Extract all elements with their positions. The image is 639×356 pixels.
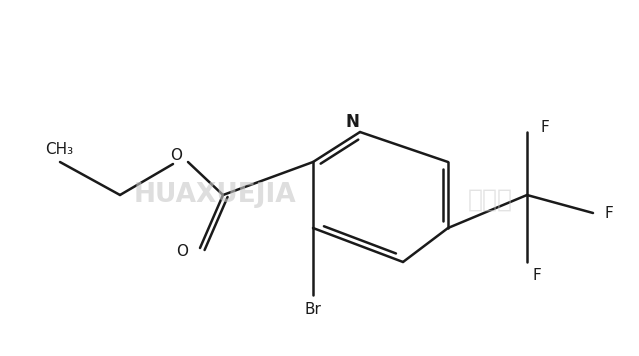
Text: F: F xyxy=(541,120,550,135)
Text: CH₃: CH₃ xyxy=(45,141,73,157)
Text: HUAXUEJIA: HUAXUEJIA xyxy=(134,182,296,208)
Text: N: N xyxy=(345,113,359,131)
Text: 化学加: 化学加 xyxy=(468,188,512,212)
Text: F: F xyxy=(532,268,541,283)
Text: F: F xyxy=(605,205,613,220)
Text: Br: Br xyxy=(305,302,321,316)
Text: O: O xyxy=(176,245,188,260)
Text: O: O xyxy=(170,147,182,162)
